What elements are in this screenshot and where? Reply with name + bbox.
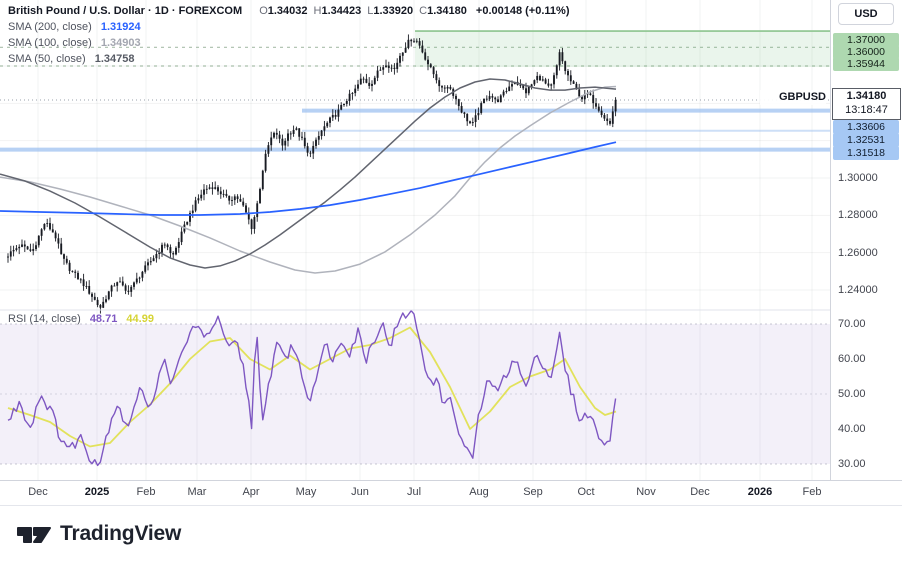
time-axis-label: Dec	[28, 486, 48, 498]
time-axis-label: Sep	[523, 486, 543, 498]
price-axis[interactable]: USD 1.34180 13:18:47 1.37000 1.36000 1.359…	[831, 0, 902, 505]
price-level-label: 1.30000	[838, 172, 878, 184]
symbol-price-tag: GBPUSD	[760, 90, 826, 105]
rsi-level-label: 60.00	[838, 353, 866, 365]
currency-button[interactable]: USD	[838, 3, 894, 25]
price-level-label: 1.37000	[833, 33, 899, 47]
rsi-level-label: 50.00	[838, 388, 866, 400]
price-level-label: 1.35944	[833, 57, 899, 71]
rsi-level-label: 70.00	[838, 318, 866, 330]
last-price-label: 1.34180 13:18:47	[832, 88, 901, 120]
tradingview-logo[interactable]: TradingView	[16, 520, 181, 548]
tradingview-logo-icon	[17, 527, 51, 543]
price-level-label: 1.32531	[833, 133, 899, 147]
footer: TradingView	[0, 505, 902, 562]
time-axis-label: Aug	[469, 486, 489, 498]
brand-name: TradingView	[60, 522, 182, 545]
price-level-label: 1.24000	[838, 284, 878, 296]
time-axis-label: Feb	[136, 486, 156, 498]
time-axis-label: Dec	[690, 486, 710, 498]
price-level-label: 1.33606	[833, 120, 899, 134]
time-axis-label: Mar	[187, 486, 207, 498]
rsi-level-label: 30.00	[838, 458, 866, 470]
time-axis-label: May	[295, 486, 317, 498]
chart-plot-area[interactable]	[0, 0, 830, 480]
time-axis-label: Jul	[406, 486, 422, 498]
price-level-label: 1.26000	[838, 247, 878, 259]
time-axis-label: Apr	[242, 486, 260, 498]
price-level-label: 1.36000	[833, 45, 899, 59]
axis-divider	[830, 0, 831, 505]
last-price: 1.34180	[846, 90, 887, 102]
time-axis-label: Feb	[802, 486, 822, 498]
price-level-label: 1.31518	[833, 146, 899, 160]
rsi-level-label: 40.00	[838, 423, 866, 435]
time-axis-label: Nov	[636, 486, 656, 498]
time-axis-label: 2025	[84, 486, 110, 498]
time-axis-label: Jun	[351, 486, 369, 498]
price-level-label: 1.28000	[838, 209, 878, 221]
countdown-timer: 13:18:47	[845, 104, 888, 116]
time-axis-label: 2026	[747, 486, 773, 498]
time-axis[interactable]: Dec 2025 Feb Mar Apr May Jun Jul Aug Sep Oct Nov Dec…	[0, 480, 902, 506]
time-axis-label: Oct	[577, 486, 595, 498]
